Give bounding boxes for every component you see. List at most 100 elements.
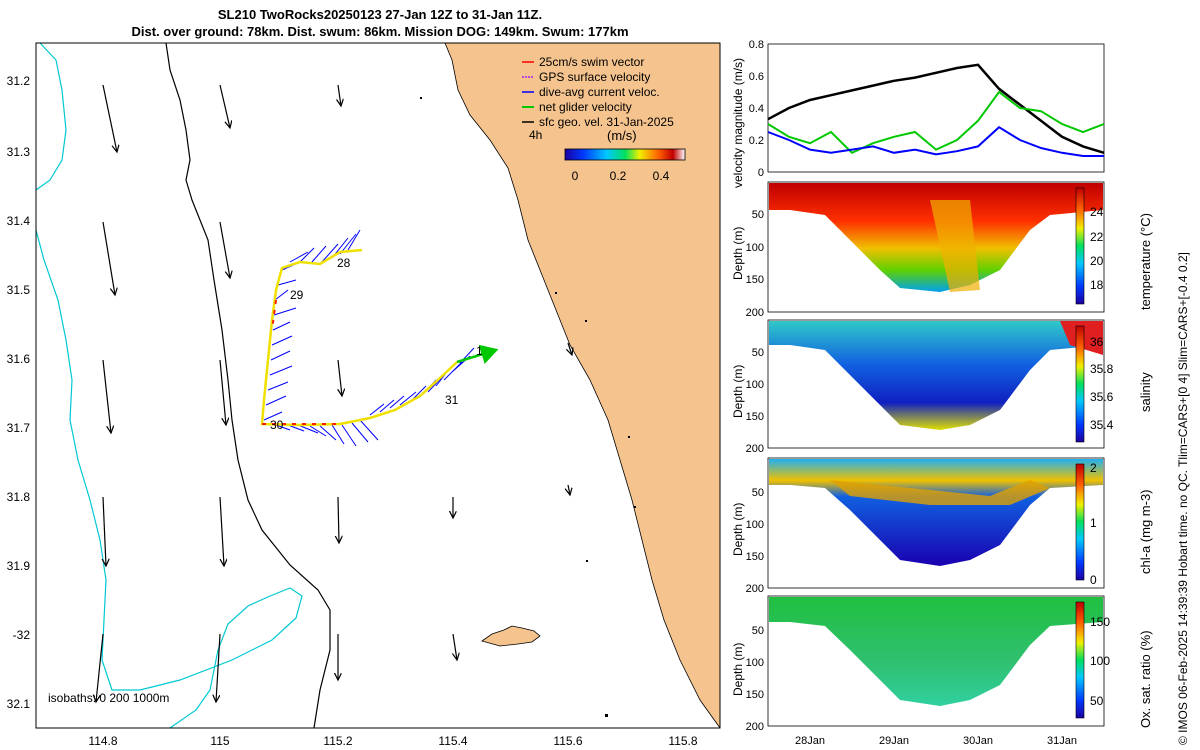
chl-cb-tick: 2 <box>1090 461 1097 475</box>
legend-sfc-geo: sfc geo. vel. 31-Jan-2025 <box>539 115 674 129</box>
lon-tick: 115.6 <box>553 734 582 748</box>
depth-tick: 50 <box>752 347 764 359</box>
temp-cb-tick: 18 <box>1090 278 1104 292</box>
map-figure: 28 29 30 31 1 31.2 31.3 31.4 31.5 31.6 3… <box>7 42 721 748</box>
vel-ytick: 0.2 <box>749 135 764 147</box>
depth-tick: 50 <box>752 487 764 499</box>
depth-tick: 50 <box>752 625 764 637</box>
sal-cb-tick: 36 <box>1090 335 1104 349</box>
copyright-note: © IMOS 06-Feb-2025 14:39:39 Hobart time.… <box>1176 252 1190 745</box>
sal-cb-label: salinity <box>1138 372 1153 412</box>
velocity-magnitude-panel: 0.8 0.6 0.4 0.2 0 velocity magnitude (m/… <box>731 39 1105 188</box>
lat-tick: 31.8 <box>7 490 31 504</box>
depth-tick: 150 <box>746 689 764 701</box>
vel-ylabel: velocity magnitude (m/s) <box>731 58 745 188</box>
temp-cb-tick: 22 <box>1090 230 1104 244</box>
lon-tick: 115 <box>210 734 229 748</box>
chl-ylabel: Depth (m) <box>731 503 745 556</box>
sal-ylabel: Depth (m) <box>731 365 745 418</box>
sal-cb-tick: 35.8 <box>1090 362 1114 376</box>
ox-ylabel: Depth (m) <box>731 643 745 696</box>
colorbar-title: (m/s) <box>607 128 637 143</box>
legend-gps-surface: GPS surface velocity <box>539 70 650 84</box>
depth-tick: 100 <box>746 519 764 531</box>
map-legend: 25cm/s swim vector GPS surface velocity … <box>522 55 686 183</box>
depth-tick: 150 <box>746 274 764 286</box>
date-tick: 28Jan <box>795 735 825 747</box>
ox-cb-tick: 150 <box>1090 615 1110 629</box>
temp-cb-label: temperature (°C) <box>1138 213 1153 310</box>
series-line-swim <box>767 63 1105 154</box>
lat-tick: 31.4 <box>7 214 31 228</box>
depth-tick: 200 <box>746 583 764 595</box>
isobath-1000m <box>36 43 303 728</box>
glider-track <box>260 248 458 427</box>
depth-tick: 200 <box>746 443 764 455</box>
colorbar-tick: 0.2 <box>610 169 627 183</box>
colorbar-tick: 0.4 <box>653 169 670 183</box>
speed-colorbar <box>564 148 686 161</box>
depth-tick: 100 <box>746 242 764 254</box>
temperature-panel: 24 22 20 18 temperature (°C) 50 100 150 … <box>731 181 1153 319</box>
day-label-31: 31 <box>445 393 459 407</box>
day-label-28: 28 <box>337 256 351 270</box>
chl-cb-label: chl-a (mg m-3) <box>1138 489 1153 574</box>
date-tick: 31Jan <box>1047 735 1077 747</box>
isobath-200m <box>165 43 331 728</box>
depth-tick: 100 <box>746 657 764 669</box>
lat-tick: 31.5 <box>7 283 31 297</box>
legend-dive-avg: dive-avg current veloc. <box>539 85 660 99</box>
lon-tick: 115.2 <box>323 734 352 748</box>
chl-cb-tick: 0 <box>1090 573 1097 587</box>
lon-tick: 115.8 <box>668 734 697 748</box>
sal-cb-tick: 35.6 <box>1090 390 1114 404</box>
temp-cb-tick: 24 <box>1090 205 1104 219</box>
lat-tick: 31.9 <box>7 559 31 573</box>
right-panels: 0.8 0.6 0.4 0.2 0 velocity magnitude (m/… <box>731 39 1153 747</box>
lat-tick: -32 <box>13 628 31 642</box>
vel-ytick: 0 <box>758 167 764 179</box>
lat-tick: 31.3 <box>7 145 31 159</box>
sfc-geo-velocity-field <box>96 84 572 702</box>
oxygen-panel: 150 100 50 Ox. sat. ratio (%) 50 100 150… <box>731 595 1153 747</box>
date-tick: 30Jan <box>963 735 993 747</box>
dive-avg-current-vectors <box>263 229 475 447</box>
vel-ytick: 0.4 <box>749 103 764 115</box>
chl-cb-tick: 1 <box>1090 516 1097 530</box>
temp-cb-tick: 20 <box>1090 254 1104 268</box>
legend-swim-vector: 25cm/s swim vector <box>539 55 644 69</box>
lat-tick: 31.7 <box>7 421 31 435</box>
lat-tick: 31.6 <box>7 352 31 366</box>
colorbar-tick: 0 <box>572 169 579 183</box>
series-line-dive-avg-current <box>767 125 1104 157</box>
depth-tick: 150 <box>746 551 764 563</box>
land-mainland <box>444 43 720 728</box>
series-line-net-glider-velocity <box>767 90 1105 154</box>
lat-tick: 31.2 <box>7 74 31 88</box>
lat-tick: 32.1 <box>7 697 31 711</box>
day-label-1: 1 <box>476 344 483 358</box>
ox-cb-label: Ox. sat. ratio (%) <box>1138 630 1153 728</box>
sal-cb-tick: 35.4 <box>1090 418 1114 432</box>
net-glider-velocity-arrow <box>456 344 499 364</box>
salinity-panel: 36 35.8 35.6 35.4 salinity 50 100 150 20… <box>731 319 1153 455</box>
depth-tick: 200 <box>746 307 764 319</box>
depth-tick: 150 <box>746 411 764 423</box>
legend-net-glider: net glider velocity <box>539 100 632 114</box>
lon-tick: 115.4 <box>438 734 467 748</box>
vel-ytick: 0.6 <box>749 71 764 83</box>
chart-title: SL210 TwoRocks20250123 27-Jan 12Z to 31-… <box>0 6 760 40</box>
title-line-2: Dist. over ground: 78km. Dist. swum: 86k… <box>131 24 629 39</box>
day-label-30: 30 <box>270 418 284 432</box>
land-island <box>481 625 541 647</box>
depth-tick: 50 <box>752 209 764 221</box>
ox-cb-tick: 100 <box>1090 654 1110 668</box>
temp-ylabel: Depth (m) <box>731 227 745 280</box>
vel-ytick: 0.8 <box>749 39 764 51</box>
isobath-label: isobaths: 0 200 1000m <box>48 691 169 705</box>
date-tick: 29Jan <box>879 735 909 747</box>
depth-tick: 200 <box>746 721 764 733</box>
ox-cb-tick: 50 <box>1090 694 1104 708</box>
legend-time-label: 4h <box>529 128 542 142</box>
lon-tick: 114.8 <box>88 734 117 748</box>
